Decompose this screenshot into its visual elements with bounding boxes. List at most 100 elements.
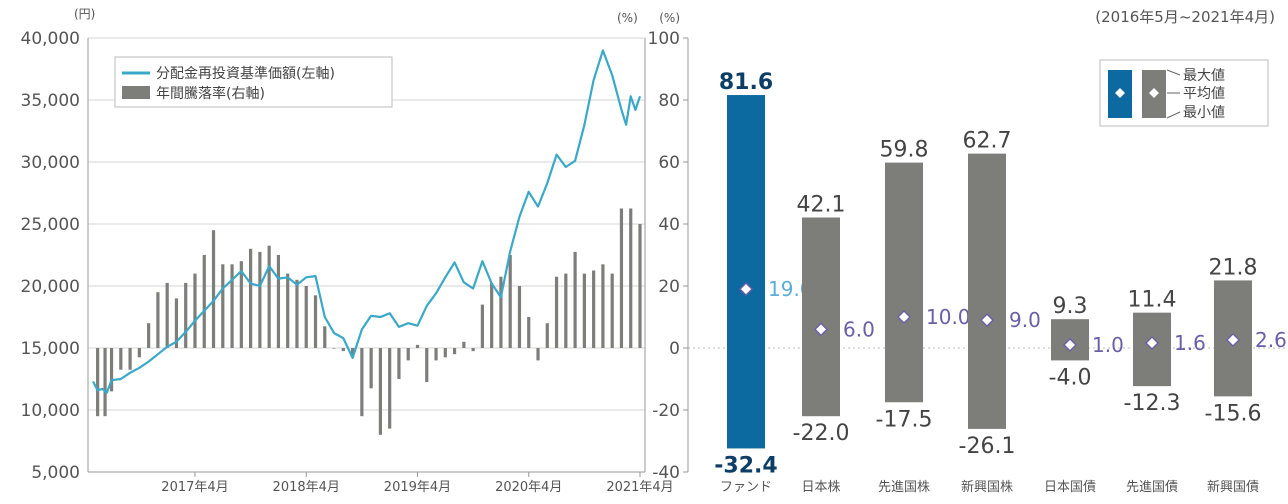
range-y-tick-label: 100 bbox=[648, 29, 680, 49]
range-y-tick-label: 60 bbox=[658, 153, 680, 173]
annual-return-bar bbox=[360, 348, 364, 417]
range-y-tick-label: 20 bbox=[658, 277, 680, 297]
legend-bar-swatch bbox=[122, 86, 150, 99]
annual-return-bar bbox=[397, 348, 401, 379]
avg-marker bbox=[1226, 332, 1240, 347]
period-note: (2016年5月~2021年4月) bbox=[1095, 8, 1275, 26]
annual-return-bar bbox=[211, 230, 216, 348]
min-label: -26.1 bbox=[959, 434, 1016, 459]
min-label: -32.4 bbox=[714, 453, 777, 478]
annual-return-bar bbox=[174, 298, 179, 348]
left-y-tick-label: 30,000 bbox=[21, 153, 80, 173]
min-label: -12.3 bbox=[1124, 391, 1181, 416]
annual-return-bar bbox=[258, 251, 262, 348]
annual-return-bar bbox=[425, 348, 429, 383]
annual-return-bar bbox=[128, 348, 132, 370]
avg-marker bbox=[897, 310, 911, 324]
left-y-tick-label: 10,000 bbox=[21, 401, 80, 421]
legend-box bbox=[114, 56, 393, 108]
nav-line bbox=[92, 49, 642, 394]
annual-return-bar bbox=[96, 348, 100, 417]
range-bar-group: 62.7 -26.1 9.0 新興国株 bbox=[959, 129, 1041, 495]
legend-label: 最大値 bbox=[1183, 68, 1225, 84]
min-label: -17.5 bbox=[876, 407, 933, 432]
annual-return-bar bbox=[249, 248, 253, 348]
max-label: 62.7 bbox=[963, 129, 1012, 154]
annual-return-bar bbox=[499, 276, 503, 348]
avg-label: 10.0 bbox=[926, 305, 971, 329]
range-bar-group: 59.8 -17.5 10.0 先進国株 bbox=[876, 138, 971, 495]
min-label: -22.0 bbox=[793, 421, 850, 446]
annual-return-bar bbox=[388, 348, 392, 429]
min-label: -15.6 bbox=[1205, 401, 1262, 426]
annual-return-bar bbox=[313, 295, 318, 348]
category-label: ファンド bbox=[720, 480, 772, 495]
range-bar bbox=[802, 217, 840, 417]
left-legend: 分配金再投資基準価額(左軸) 年間騰落率(右軸) bbox=[114, 56, 393, 108]
avg-marker bbox=[1145, 336, 1159, 351]
range-bar-group: 11.4 -12.3 1.6 先進国債 bbox=[1124, 288, 1206, 495]
annual-return-bar bbox=[462, 341, 466, 348]
annual-return-bar bbox=[267, 245, 271, 348]
avg-marker bbox=[739, 282, 753, 297]
annual-return-bar bbox=[619, 208, 624, 348]
annual-return-bar bbox=[610, 273, 614, 348]
annual-return-bar bbox=[517, 286, 522, 348]
category-label: 新興国債 bbox=[1207, 479, 1259, 495]
avg-marker bbox=[1063, 337, 1077, 352]
annual-return-bar bbox=[554, 276, 559, 348]
annual-return-bar bbox=[202, 255, 206, 348]
legend-label: 平均値 bbox=[1183, 86, 1225, 102]
left-y-tick-label: 35,000 bbox=[21, 91, 80, 111]
annual-return-bar bbox=[415, 344, 420, 348]
max-label: 81.6 bbox=[719, 70, 773, 95]
legend-label-nav: 分配金再投資基準価額(左軸) bbox=[156, 65, 335, 82]
annual-return-bar bbox=[119, 348, 123, 370]
range-y-tick-label: -40 bbox=[652, 463, 680, 483]
annual-return-bar bbox=[221, 264, 225, 348]
left-y-tick-label: 40,000 bbox=[21, 29, 80, 49]
legend-label-return: 年間騰落率(右軸) bbox=[156, 85, 265, 102]
avg-label: 2.6 bbox=[1255, 328, 1287, 352]
annual-return-bar bbox=[452, 348, 457, 355]
max-label: 11.4 bbox=[1128, 288, 1177, 313]
annual-return-bar bbox=[239, 261, 243, 348]
max-label: 9.3 bbox=[1053, 294, 1088, 319]
annual-return-bar bbox=[103, 348, 107, 417]
avg-label: 1.0 bbox=[1092, 333, 1124, 357]
annual-return-bar bbox=[332, 348, 336, 349]
range-bar-group: 9.3 -4.01.0 日本国債 bbox=[1044, 294, 1124, 495]
legend-label: 最小値 bbox=[1183, 105, 1225, 121]
annual-return-bar bbox=[638, 224, 642, 348]
range-bar bbox=[727, 95, 765, 449]
x-tick-label: 2021年4月 bbox=[606, 480, 673, 495]
annual-return-bar bbox=[156, 292, 160, 348]
range-bar-group: 42.1 -22.0 6.0 日本株 bbox=[793, 192, 875, 495]
annual-return-bar bbox=[193, 273, 197, 348]
x-tick-label: 2019年4月 bbox=[384, 480, 451, 495]
annual-return-bar bbox=[165, 282, 169, 348]
category-label: 日本株 bbox=[801, 480, 840, 495]
annual-return-bar bbox=[508, 255, 512, 348]
annual-return-bar bbox=[304, 286, 308, 348]
avg-marker bbox=[980, 313, 994, 328]
left-unit-label: (円) bbox=[74, 7, 95, 21]
range-unit-label: (%) bbox=[659, 11, 680, 25]
right-unit-label: (%) bbox=[617, 11, 638, 25]
category-label: 新興国株 bbox=[961, 479, 1013, 495]
annual-return-bar bbox=[573, 251, 577, 348]
legend-other-diamond bbox=[1149, 88, 1159, 98]
annual-return-bar bbox=[350, 348, 355, 358]
annual-return-bar bbox=[527, 317, 531, 348]
avg-label: 1.6 bbox=[1174, 331, 1206, 355]
range-bar bbox=[968, 153, 1006, 429]
range-y-tick-label: 0 bbox=[669, 339, 680, 359]
annual-return-bar bbox=[406, 348, 410, 361]
left-y-tick-label: 5,000 bbox=[31, 463, 80, 483]
annual-return-bar bbox=[490, 282, 494, 348]
range-y-tick-label: -20 bbox=[652, 401, 680, 421]
category-label: 先進国株 bbox=[878, 480, 930, 495]
